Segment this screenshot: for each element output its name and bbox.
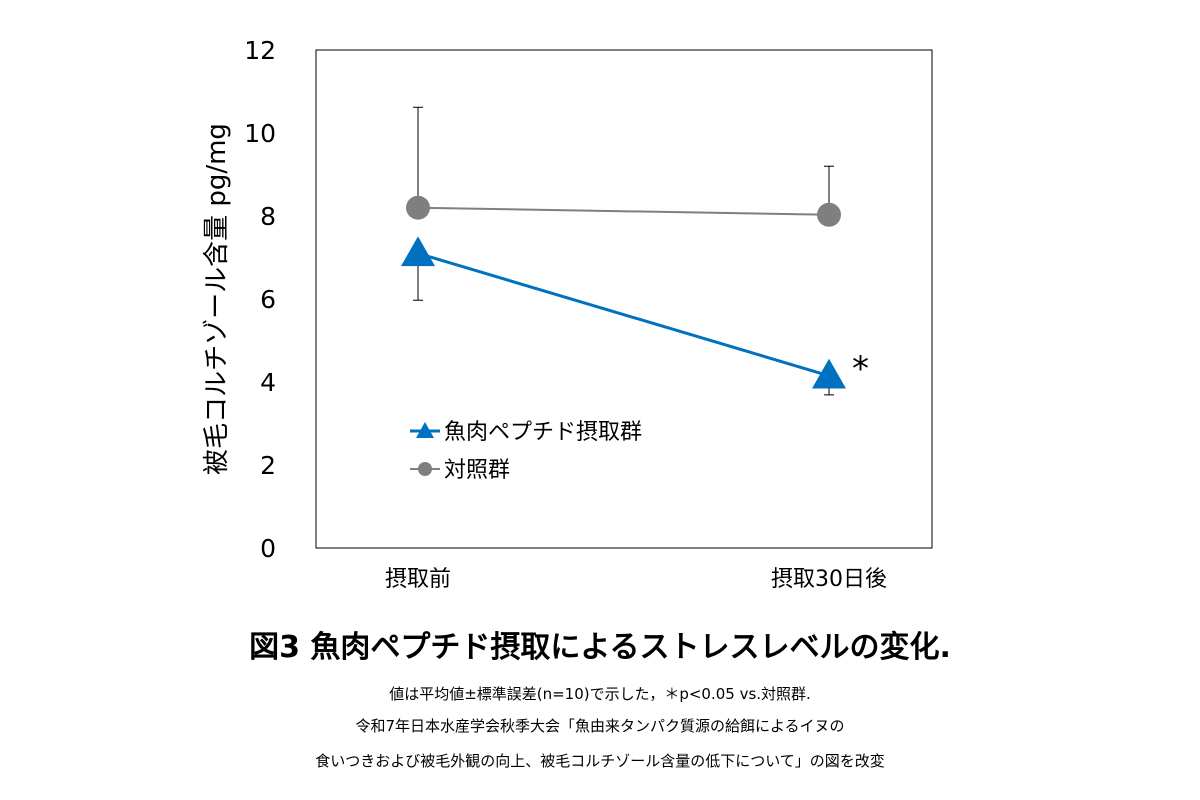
data-point [401,236,435,267]
data-point [817,202,841,227]
line-chart: 0 2 4 6 8 10 12 摂取前 摂取30日後 被毛コルチゾール含量 pg/mg * 魚… [202,36,933,592]
x-tick-label: 摂取30日後 [771,567,887,592]
y-axis-label: 被毛コルチゾール含量 pg/mg [202,123,232,475]
legend-label: 対照群 [444,458,510,483]
legend-label: 魚肉ペプチド摂取群 [444,420,642,445]
y-tick-label: 6 [260,285,276,314]
legend-marker [418,462,432,476]
footnote-source-line2: 食いつきおよび被毛外観の向上、被毛コルチゾール含量の低下について」の図を改変 [315,752,885,770]
series-line [417,251,830,378]
plot-area [315,49,933,549]
footnote-source-line1: 令和7年日本水産学会秋季大会「魚由来タンパク質源の給餌によるイヌの [355,717,845,735]
y-tick-label: 10 [244,119,276,148]
y-tick-label: 2 [260,451,276,480]
y-tick-label: 8 [260,202,276,231]
data-point [406,195,430,220]
y-tick-label: 12 [244,36,276,65]
y-tick-label: 0 [260,534,276,563]
significance-annotation: * [852,349,869,389]
data-point [812,358,846,389]
footnote-statistics: 値は平均値±標準誤差(n=10)で示した，＊p<0.05 vs.対照群. [389,685,811,703]
legend-marker [416,422,434,438]
y-tick-label: 4 [260,368,276,397]
figure-title: 図3 魚肉ペプチド摂取によるストレスレベルの変化. [249,630,951,665]
series-line [417,206,830,216]
x-tick-label: 摂取前 [385,567,451,592]
